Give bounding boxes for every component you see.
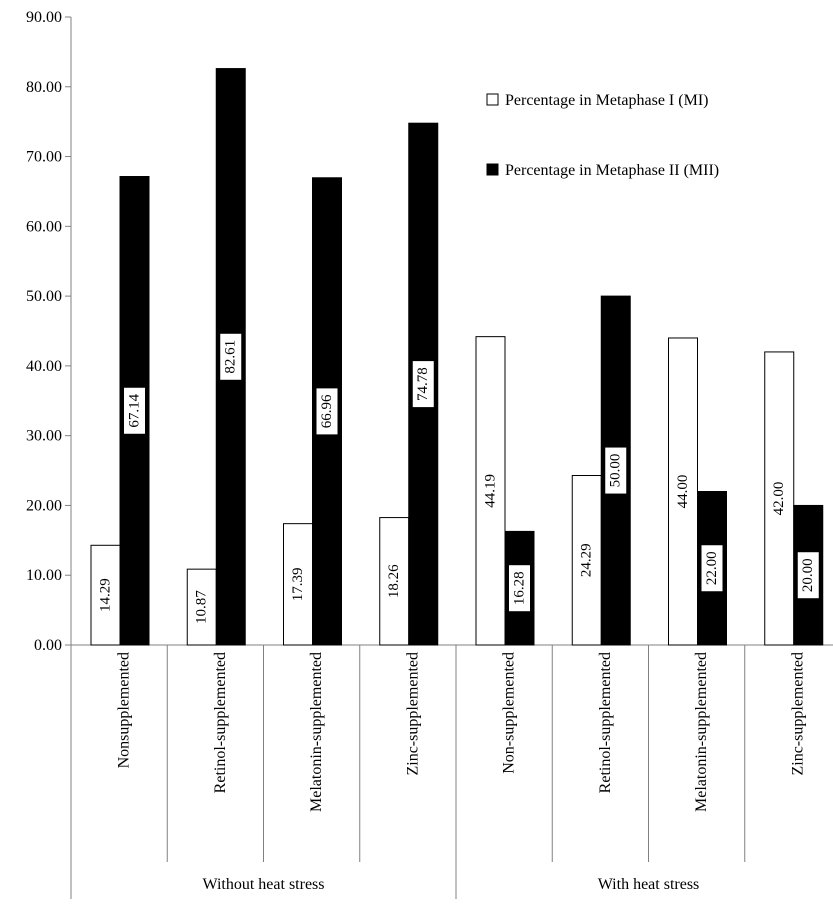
category-label: Zinc-supplemented xyxy=(789,652,806,776)
data-label-mi: 44.19 xyxy=(483,474,499,508)
y-tick-label: 20.00 xyxy=(26,497,62,514)
legend-swatch xyxy=(486,93,499,106)
bar-mi xyxy=(90,544,121,646)
y-tick-label: 60.00 xyxy=(26,218,62,235)
category-label: Melatonin-supplemented xyxy=(693,652,710,812)
category-label: Melatonin-supplemented xyxy=(308,652,325,812)
data-label-mi: 42.00 xyxy=(771,482,787,516)
legend-label: Percentage in Metaphase I (MI) xyxy=(505,92,708,109)
category-label: Retinol-supplemented xyxy=(212,652,229,793)
category-label: Zinc-supplemented xyxy=(404,652,421,776)
legend-swatch xyxy=(486,163,499,176)
bar-mi xyxy=(475,336,506,646)
y-tick-label: 40.00 xyxy=(26,358,62,375)
y-tick-label: 80.00 xyxy=(26,79,62,96)
bar-mi xyxy=(283,523,313,646)
bar-mi xyxy=(668,337,698,646)
data-label-box xyxy=(797,552,819,599)
group-label: With heat stress xyxy=(598,876,700,893)
data-label-mii: 82.61 xyxy=(223,340,239,374)
data-label-mii: 67.14 xyxy=(127,393,143,427)
data-label-box xyxy=(412,361,434,408)
bar-mi xyxy=(764,351,795,646)
data-label-mii: 16.28 xyxy=(512,571,528,605)
legend-label: Percentage in Metaphase II (MII) xyxy=(505,162,719,179)
data-label-mii: 22.00 xyxy=(704,551,720,585)
category-label: Nonsupplemented xyxy=(116,652,133,768)
y-tick-label: 0.00 xyxy=(34,637,62,654)
data-label-box xyxy=(701,545,723,592)
y-tick-label: 70.00 xyxy=(26,149,62,166)
bar-mi xyxy=(571,475,602,646)
group-label: Without heat stress xyxy=(203,876,325,893)
data-label-box xyxy=(316,388,338,435)
data-label-mi: 18.26 xyxy=(386,564,402,598)
data-label-box xyxy=(509,565,530,612)
data-label-mi: 14.29 xyxy=(98,578,114,612)
data-label-mi: 24.29 xyxy=(579,543,595,577)
data-label-mii: 50.00 xyxy=(608,454,624,488)
data-label-box xyxy=(220,333,242,380)
y-tick-label: 90.00 xyxy=(26,9,62,26)
data-label-mi: 10.87 xyxy=(194,590,210,624)
bar-mi xyxy=(186,568,217,646)
bar-mi xyxy=(379,517,410,646)
y-tick-label: 10.00 xyxy=(26,567,62,584)
data-label-box xyxy=(124,387,145,434)
category-label: Non-supplemented xyxy=(501,652,518,774)
data-label-mi: 17.39 xyxy=(290,567,306,601)
y-tick-label: 30.00 xyxy=(26,428,62,445)
category-label: Retinol-supplemented xyxy=(597,652,614,793)
y-tick-label: 50.00 xyxy=(26,288,62,305)
data-label-mii: 66.96 xyxy=(319,394,335,428)
data-label-mii: 74.78 xyxy=(415,367,431,401)
data-label-mi: 44.00 xyxy=(675,475,691,509)
data-label-box xyxy=(605,447,627,494)
data-label-mii: 20.00 xyxy=(800,558,816,592)
